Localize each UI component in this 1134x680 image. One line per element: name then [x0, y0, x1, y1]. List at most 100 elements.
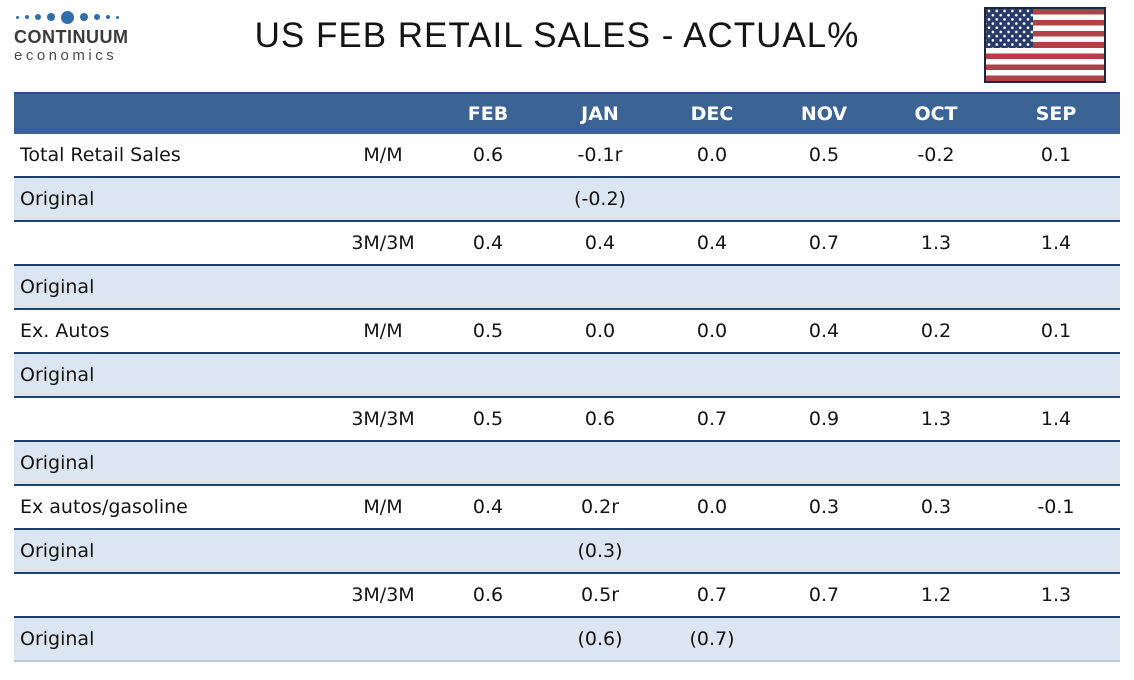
value-cell: 1.4	[1040, 408, 1072, 430]
retail-sales-table: FEB JAN DEC NOV OCT SEP Total Retail Sales M/M…	[14, 92, 1120, 662]
value-cell	[656, 353, 768, 397]
value-cell	[432, 441, 544, 485]
value-cell	[432, 529, 544, 573]
column-header-nov: NOV	[768, 92, 880, 134]
value-cell: 0.4	[808, 320, 840, 342]
continuum-economics-logo: CONTINUUM economics	[14, 10, 129, 65]
value-cell	[880, 529, 992, 573]
value-cell: 1.3	[920, 232, 952, 254]
value-cell	[544, 441, 656, 485]
value-cell	[432, 353, 544, 397]
column-header-feb: FEB	[432, 92, 544, 134]
column-header-empty-1	[334, 92, 432, 134]
value-cell	[432, 265, 544, 309]
value-cell: 0.0	[696, 496, 728, 518]
row-label-cell: Original	[20, 276, 95, 298]
value-cell	[768, 617, 880, 661]
value-cell: 0.0	[696, 320, 728, 342]
logo-dots-icon	[16, 10, 129, 24]
value-cell	[432, 617, 544, 661]
row-label-cell: Original	[20, 364, 95, 386]
table-row: 3M/3M 0.6 0.5r 0.7 0.7 1.2 1.3	[14, 573, 1120, 617]
page-title: US FEB RETAIL SALES - ACTUAL%	[254, 16, 860, 55]
value-cell: -0.2	[917, 144, 955, 166]
value-cell: 0.1	[1040, 144, 1072, 166]
value-cell	[880, 353, 992, 397]
value-cell: 0.3	[920, 496, 952, 518]
value-cell: 0.5	[472, 320, 504, 342]
table-row: Ex autos/gasoline M/M 0.4 0.2r 0.0 0.3 0.3 -0.1	[14, 485, 1120, 529]
value-cell: 0.0	[584, 320, 616, 342]
value-cell: 0.6	[472, 584, 504, 606]
value-cell	[432, 177, 544, 221]
row-label-cell: Original	[20, 540, 95, 562]
value-cell: (0.7)	[689, 628, 735, 650]
value-cell: 0.5r	[580, 584, 620, 606]
value-cell: 0.6	[584, 408, 616, 430]
logo-sub-text: economics	[14, 46, 118, 64]
value-cell: 0.4	[584, 232, 616, 254]
value-cell: (-0.2)	[574, 188, 626, 210]
value-cell	[768, 353, 880, 397]
table-row: Original	[14, 353, 1120, 397]
value-cell	[544, 265, 656, 309]
value-cell: 1.4	[1040, 232, 1072, 254]
value-cell: 0.0	[696, 144, 728, 166]
value-cell: 0.2r	[580, 496, 620, 518]
row-measure-cell: M/M	[363, 496, 403, 518]
us-flag-icon	[984, 7, 1106, 83]
row-measure-cell: M/M	[363, 320, 403, 342]
row-measure-cell	[334, 177, 432, 221]
value-cell	[992, 265, 1120, 309]
row-label-cell: Total Retail Sales	[20, 144, 181, 166]
value-cell: 0.7	[696, 584, 728, 606]
row-measure-cell: 3M/3M	[351, 584, 415, 606]
value-cell	[656, 441, 768, 485]
value-cell: 0.4	[472, 496, 504, 518]
value-cell	[880, 441, 992, 485]
table-row: Original	[14, 441, 1120, 485]
value-cell: 1.3	[1040, 584, 1072, 606]
row-measure-cell	[334, 617, 432, 661]
column-header-sep: SEP	[992, 92, 1120, 134]
table-header-row: FEB JAN DEC NOV OCT SEP	[14, 92, 1120, 134]
value-cell: 0.6	[472, 144, 504, 166]
value-cell	[544, 353, 656, 397]
value-cell: 0.1	[1040, 320, 1072, 342]
value-cell: -0.1	[1037, 496, 1075, 518]
value-cell: 0.7	[696, 408, 728, 430]
value-cell: 0.2	[920, 320, 952, 342]
row-label-cell: Original	[20, 628, 95, 650]
value-cell: 0.9	[808, 408, 840, 430]
value-cell: 0.3	[808, 496, 840, 518]
value-cell	[656, 265, 768, 309]
table-row: 3M/3M 0.4 0.4 0.4 0.7 1.3 1.4	[14, 221, 1120, 265]
row-label-cell: Original	[20, 452, 95, 474]
table-row: Original (0.6) (0.7)	[14, 617, 1120, 661]
row-label-cell: Ex autos/gasoline	[20, 496, 188, 518]
row-label-cell: Original	[20, 188, 95, 210]
table-row: Original (0.3)	[14, 529, 1120, 573]
row-measure-cell: M/M	[363, 144, 403, 166]
value-cell	[992, 617, 1120, 661]
value-cell	[992, 529, 1120, 573]
row-measure-cell	[334, 441, 432, 485]
value-cell	[768, 529, 880, 573]
table-row: Total Retail Sales M/M 0.6 -0.1r 0.0 0.5 -0.2 0…	[14, 134, 1120, 177]
value-cell	[768, 441, 880, 485]
column-header-empty-0	[14, 92, 334, 134]
column-header-jan: JAN	[544, 92, 656, 134]
value-cell: 1.3	[920, 408, 952, 430]
column-header-oct: OCT	[880, 92, 992, 134]
table-row: 3M/3M 0.5 0.6 0.7 0.9 1.3 1.4	[14, 397, 1120, 441]
value-cell	[656, 177, 768, 221]
value-cell	[992, 177, 1120, 221]
value-cell: 0.7	[808, 232, 840, 254]
value-cell	[656, 529, 768, 573]
row-label-cell	[14, 221, 334, 265]
value-cell	[992, 441, 1120, 485]
value-cell: (0.6)	[577, 628, 623, 650]
value-cell	[880, 177, 992, 221]
value-cell	[880, 265, 992, 309]
logo-brand-text: CONTINUUM	[14, 27, 129, 47]
